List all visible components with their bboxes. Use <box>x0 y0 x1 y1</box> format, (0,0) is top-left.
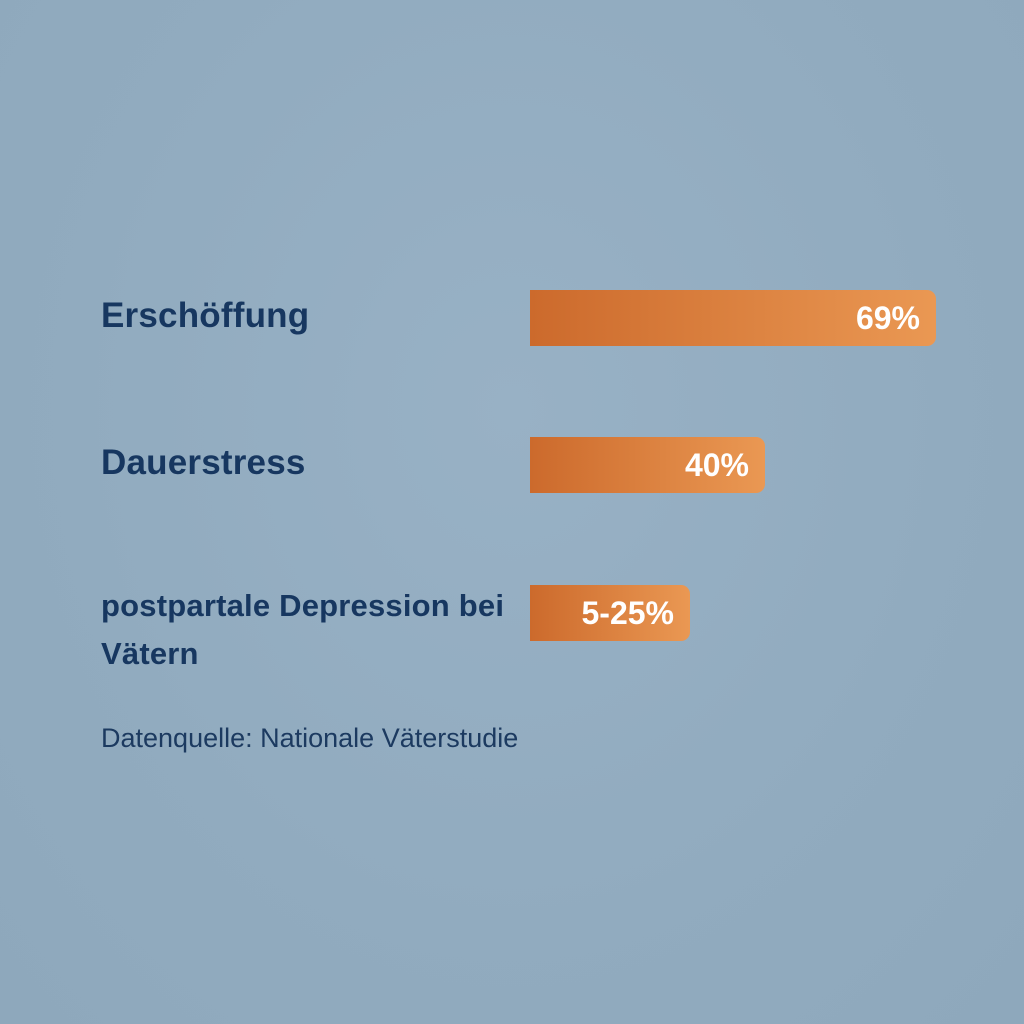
category-label: postpartale Depression bei Vätern <box>101 588 505 671</box>
bar: 5-25% <box>530 585 690 641</box>
category-label: Erschöffung <box>101 296 310 335</box>
bar: 40% <box>530 437 765 493</box>
bar: 69% <box>530 290 936 346</box>
category-label: Dauerstress <box>101 443 306 482</box>
data-source-note: Datenquelle: Nationale Väterstudie <box>101 723 519 753</box>
bar-value-label: 69% <box>855 300 920 336</box>
bar-value-label: 5-25% <box>581 595 675 631</box>
bar-value-label: 40% <box>684 447 749 483</box>
